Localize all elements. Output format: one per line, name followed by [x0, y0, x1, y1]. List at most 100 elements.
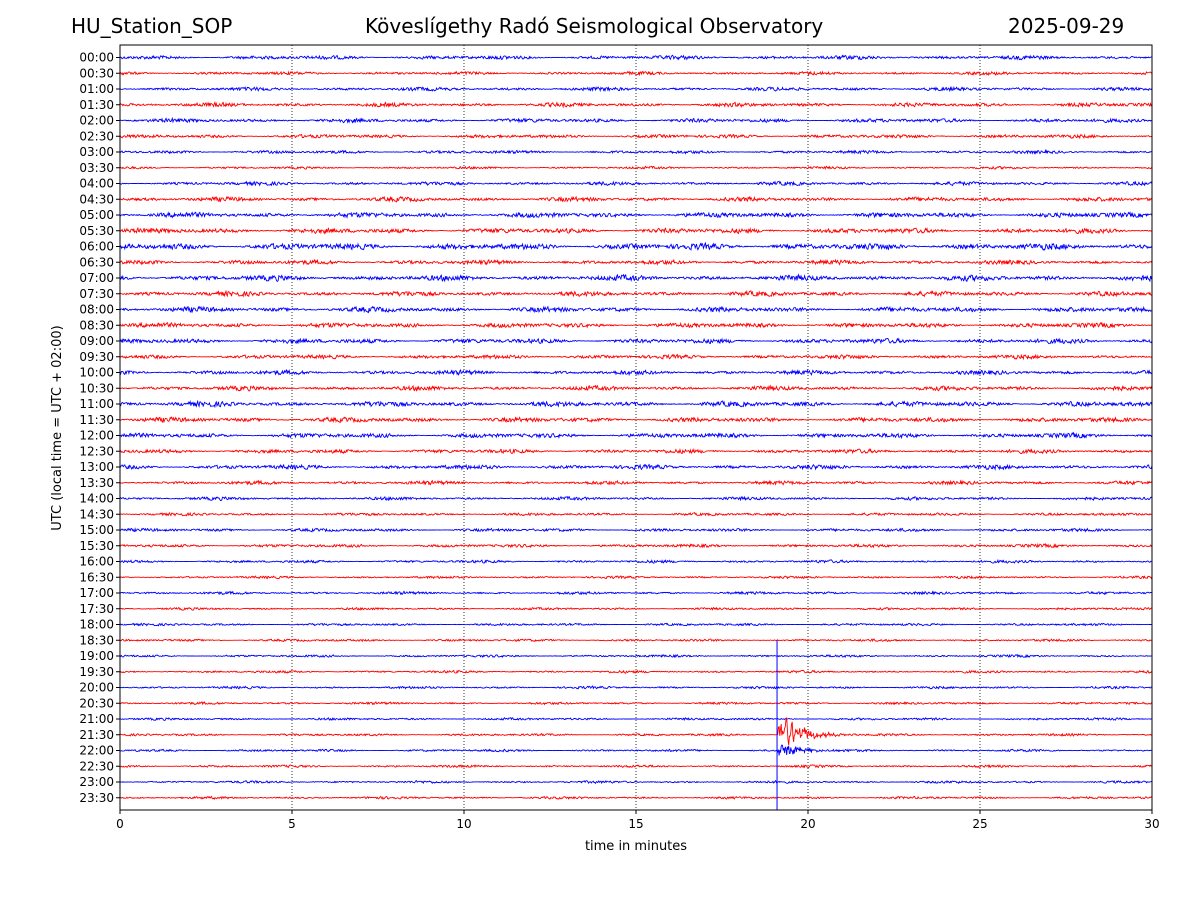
x-tick-label: 25	[972, 817, 987, 831]
x-tick-label: 0	[116, 817, 124, 831]
row-label: 03:00	[79, 145, 114, 159]
row-label: 03:30	[79, 161, 114, 175]
trace-1330	[120, 479, 1152, 486]
trace-1600	[120, 558, 1152, 564]
row-label: 16:00	[79, 555, 114, 569]
x-axis: 0 5 10 15 20 25 30	[116, 810, 1160, 831]
trace-2300	[120, 779, 1152, 785]
row-label: 22:00	[79, 744, 114, 758]
row-label: 11:00	[79, 397, 114, 411]
row-label: 17:30	[79, 602, 114, 616]
row-label: 10:30	[79, 381, 114, 395]
trace-1300	[120, 463, 1152, 471]
row-label: 16:30	[79, 570, 114, 584]
trace-2030	[120, 701, 1152, 706]
trace-0100	[120, 85, 1152, 93]
trace-1030	[120, 384, 1152, 392]
row-label: 18:30	[79, 633, 114, 647]
row-label: 05:30	[79, 224, 114, 238]
trace-1730	[120, 606, 1152, 611]
row-label: 06:00	[79, 240, 114, 254]
traces	[120, 54, 1152, 810]
trace-1230	[120, 448, 1152, 455]
trace-1900	[120, 653, 1152, 659]
trace-0030	[120, 70, 1152, 77]
trace-2000	[120, 685, 1152, 690]
row-label: 23:30	[79, 791, 114, 805]
trace-0230	[120, 133, 1152, 140]
trace-1830	[120, 638, 1152, 643]
trace-1700	[120, 590, 1152, 596]
row-label: 13:00	[79, 460, 114, 474]
trace-1400	[120, 495, 1152, 502]
row-label: 00:30	[79, 66, 114, 80]
row-label: 15:00	[79, 523, 114, 537]
x-tick-label: 10	[456, 817, 471, 831]
trace-0930	[120, 353, 1152, 361]
x-tick-label: 20	[800, 817, 815, 831]
trace-0300	[120, 148, 1152, 155]
trace-2330	[120, 795, 1152, 800]
row-label: 19:00	[79, 649, 114, 663]
trace-0630	[120, 258, 1152, 266]
trace-0830	[120, 321, 1152, 329]
trace-1430	[120, 511, 1152, 517]
row-label: 23:00	[79, 775, 114, 789]
trace-1530	[120, 542, 1152, 549]
row-label: 02:30	[79, 129, 114, 143]
trace-1200	[120, 431, 1152, 440]
trace-1630	[120, 575, 1152, 580]
row-label: 11:30	[79, 413, 114, 427]
row-label: 21:00	[79, 712, 114, 726]
trace-0700	[120, 273, 1152, 283]
row-label: 08:30	[79, 318, 114, 332]
observatory-title: Köveslígethy Radó Seismological Observat…	[365, 14, 824, 38]
x-tick-label: 5	[288, 817, 296, 831]
trace-0530	[120, 226, 1152, 235]
trace-0800	[120, 305, 1152, 314]
trace-0900	[120, 337, 1152, 345]
trace-0730	[120, 289, 1152, 298]
row-label: 20:00	[79, 681, 114, 695]
trace-1130	[120, 416, 1152, 424]
row-label: 05:00	[79, 208, 114, 222]
row-label: 09:00	[79, 334, 114, 348]
y-axis-label: UTC (local time = UTC + 02:00)	[50, 325, 65, 530]
row-label: 21:30	[79, 728, 114, 742]
trace-2230	[120, 764, 1152, 769]
row-label: 00:00	[79, 51, 114, 65]
trace-0330	[120, 165, 1152, 171]
row-label: 12:30	[79, 444, 114, 458]
row-label: 08:00	[79, 303, 114, 317]
trace-0200	[120, 116, 1152, 124]
trace-0400	[120, 180, 1152, 187]
row-label: 02:00	[79, 114, 114, 128]
row-label: 09:30	[79, 350, 114, 364]
trace-0600	[120, 241, 1152, 251]
row-label: 12:00	[79, 429, 114, 443]
row-label: 10:00	[79, 366, 114, 380]
trace-1930	[120, 669, 1152, 674]
trace-2130	[120, 717, 1152, 746]
x-axis-label: time in minutes	[585, 839, 687, 854]
row-label: 20:30	[79, 696, 114, 710]
trace-0500	[120, 211, 1152, 219]
trace-2100	[120, 717, 1152, 722]
row-label: 14:30	[79, 507, 114, 521]
row-label: 22:30	[79, 759, 114, 773]
trace-2200	[120, 744, 1152, 756]
trace-0430	[120, 195, 1152, 203]
row-label: 18:00	[79, 618, 114, 632]
row-label: 14:00	[79, 492, 114, 506]
trace-0000	[120, 54, 1152, 61]
record-date: 2025-09-29	[1008, 14, 1125, 38]
row-label: 04:30	[79, 192, 114, 206]
row-label: 19:30	[79, 665, 114, 679]
trace-1000	[120, 368, 1152, 377]
x-tick-label: 30	[1144, 817, 1159, 831]
grid-lines	[291, 45, 981, 810]
station-name: HU_Station_SOP	[71, 14, 233, 38]
row-label: 07:00	[79, 271, 114, 285]
x-tick-label: 15	[628, 817, 643, 831]
